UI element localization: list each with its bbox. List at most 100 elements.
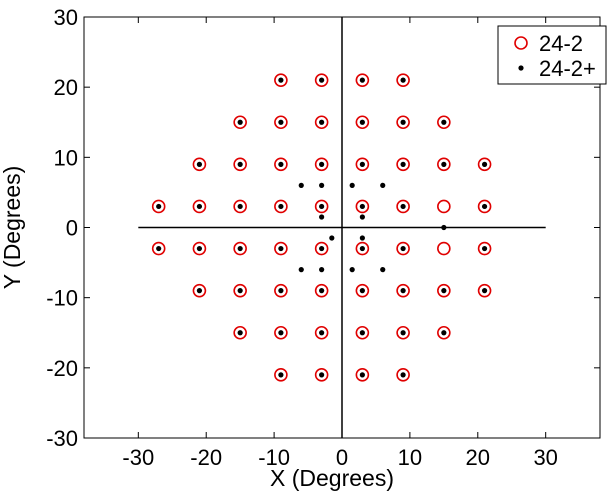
data-point-24-2-plus	[400, 161, 406, 167]
data-point-24-2	[233, 157, 247, 172]
data-point-24-2	[233, 325, 247, 340]
data-point-24-2-plus	[237, 161, 243, 167]
data-point-24-2-plus	[359, 214, 365, 220]
x-tick-label: -30	[122, 445, 154, 470]
data-point-24-2	[314, 199, 329, 214]
data-point-24-2-plus	[278, 330, 284, 336]
y-tick-label: 30	[54, 5, 78, 30]
data-point-24-2	[477, 157, 492, 172]
data-point-24-2-plus	[156, 203, 162, 210]
data-point-24-2	[355, 283, 370, 298]
x-axis-ticks: -30 -20 -10 0 10 20 30	[122, 17, 558, 470]
data-point-24-2-plus	[441, 288, 447, 294]
data-point-24-2	[396, 157, 410, 172]
data-point-24-2-plus	[441, 224, 447, 231]
data-point-24-2	[314, 325, 329, 340]
data-point-24-2-plus	[237, 119, 243, 125]
data-point-24-2	[437, 157, 451, 172]
data-point-24-2-plus	[319, 203, 325, 210]
data-point-24-2-plus	[359, 203, 365, 210]
data-point-24-2-plus	[237, 203, 243, 210]
x-tick-label: 10	[398, 445, 422, 470]
data-point-24-2	[355, 368, 370, 382]
y-axis-ticks: -30 -20 -10 0 10 20 30	[46, 5, 600, 451]
legend: 24-2 24-2+	[497, 25, 607, 85]
data-point-24-2-plus	[329, 235, 335, 241]
data-point-24-2-plus	[278, 203, 284, 210]
data-point-24-2	[437, 283, 451, 298]
data-point-24-2	[314, 241, 329, 256]
data-point-24-2	[151, 199, 166, 214]
data-point-24-2	[314, 368, 329, 382]
data-point-24-2	[314, 157, 329, 172]
data-point-24-2-plus	[359, 245, 365, 252]
data-point-24-2-plus	[196, 288, 203, 294]
data-point-24-2-plus	[278, 119, 284, 125]
data-point-24-2	[233, 199, 247, 214]
data-point-24-2	[355, 73, 370, 87]
data-point-24-2-plus	[359, 372, 365, 378]
data-point-24-2	[233, 241, 247, 256]
data-point-24-2-plus	[400, 77, 406, 83]
data-point-24-2-plus	[298, 267, 304, 273]
data-point-24-2-plus	[156, 245, 162, 252]
data-point-24-2-plus	[400, 288, 406, 294]
data-point-24-2	[192, 199, 207, 214]
legend-box	[497, 25, 607, 85]
data-point-24-2-plus	[319, 77, 325, 83]
data-point-24-2-plus	[278, 161, 284, 167]
data-point-24-2	[274, 73, 288, 87]
data-point-24-2-plus	[319, 214, 325, 220]
data-point-24-2-plus	[400, 119, 406, 125]
data-point-24-2	[437, 115, 451, 130]
y-tick-label: 0	[66, 216, 78, 241]
data-point-24-2-plus	[481, 245, 488, 252]
data-point-24-2	[396, 115, 410, 130]
data-point-24-2-plus	[400, 372, 406, 378]
series-24-2	[151, 73, 492, 382]
data-point-24-2-plus	[278, 77, 284, 83]
data-point-24-2-plus	[380, 182, 386, 188]
data-point-24-2	[192, 241, 207, 256]
data-point-24-2	[314, 115, 329, 130]
data-point-24-2-plus	[298, 182, 304, 188]
data-point-24-2	[233, 115, 247, 130]
y-tick-label: -20	[46, 356, 78, 381]
data-point-24-2-plus	[359, 77, 365, 83]
data-point-24-2-plus	[441, 119, 447, 125]
data-point-24-2	[151, 241, 166, 256]
x-tick-label: -20	[190, 445, 222, 470]
data-point-24-2	[274, 199, 288, 214]
data-point-24-2-plus	[400, 330, 406, 336]
data-point-24-2-plus	[237, 245, 243, 252]
data-point-24-2	[355, 241, 370, 256]
data-point-24-2-plus	[319, 372, 325, 378]
data-point-24-2-plus	[319, 288, 325, 294]
legend-marker-24-2-plus	[518, 65, 524, 71]
legend-marker-24-2	[514, 36, 528, 50]
data-point-24-2	[192, 283, 207, 298]
data-point-24-2-plus	[319, 182, 325, 188]
y-tick-label: -30	[46, 426, 78, 451]
data-point-24-2-plus	[319, 267, 325, 273]
data-point-24-2	[396, 368, 410, 382]
data-point-24-2	[396, 199, 410, 214]
data-point-24-2	[477, 199, 492, 214]
data-point-24-2-plus	[278, 372, 284, 378]
data-point-24-2-plus	[349, 267, 355, 273]
legend-label-24-2-plus: 24-2+	[539, 56, 596, 81]
data-point-24-2-plus	[196, 161, 203, 167]
data-point-24-2-plus	[319, 330, 325, 336]
data-point-24-2	[355, 157, 370, 172]
data-point-24-2-plus	[278, 288, 284, 294]
data-point-24-2	[396, 241, 410, 256]
x-tick-label: 30	[533, 445, 557, 470]
y-tick-label: -10	[46, 286, 78, 311]
data-point-24-2	[437, 199, 451, 214]
data-point-24-2-plus	[400, 203, 406, 210]
data-point-24-2-plus	[359, 119, 365, 125]
data-point-24-2	[355, 115, 370, 130]
data-point-24-2	[477, 283, 492, 298]
data-point-24-2-plus	[359, 288, 365, 294]
